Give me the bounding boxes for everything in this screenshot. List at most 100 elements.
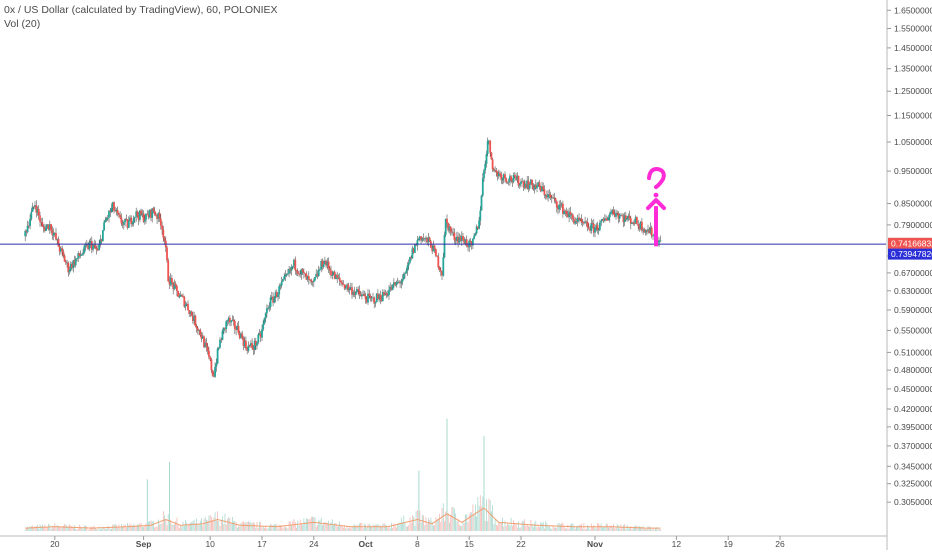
candle-body	[283, 276, 286, 280]
candle-body	[620, 215, 622, 217]
candle-body	[225, 321, 228, 330]
candle-body	[353, 291, 356, 295]
candle-body	[606, 220, 609, 221]
candle-body	[442, 257, 445, 276]
candle-body	[352, 291, 355, 295]
candle-body	[464, 239, 467, 244]
candle-body	[63, 255, 66, 262]
time-tick-label: Oct	[359, 539, 373, 549]
candle-body	[326, 261, 329, 266]
candle-body	[242, 338, 245, 346]
candle-body	[152, 208, 155, 211]
candle-body	[316, 273, 319, 277]
candle-body	[365, 299, 368, 303]
candle-body	[659, 240, 662, 242]
candle-body	[66, 262, 68, 264]
candle-body	[457, 236, 459, 243]
candle-body	[576, 217, 579, 222]
candle-body	[69, 263, 72, 270]
candle-body	[312, 280, 315, 283]
candle-body	[476, 226, 479, 229]
candle-body	[187, 303, 189, 311]
candle-body	[259, 333, 262, 338]
price-tick-label: 1.65000000	[894, 5, 932, 15]
time-axis[interactable]: 20 Sep 10 17 24 Oct 8 15 22 Nov 12 19 26	[0, 535, 887, 549]
candle-body	[344, 287, 347, 289]
candle-body	[148, 209, 151, 217]
candle-body	[602, 218, 605, 221]
candle-body	[631, 222, 633, 224]
candle-body	[474, 233, 477, 236]
candle-body	[452, 232, 454, 234]
candle-body	[25, 230, 28, 233]
candle-body	[110, 207, 113, 213]
candle-body	[428, 237, 431, 242]
candle-body	[188, 310, 191, 314]
candle-body	[443, 234, 446, 258]
last-price-badge	[888, 237, 932, 249]
candle-body	[114, 210, 117, 212]
candle-body	[210, 359, 213, 371]
candle-body	[136, 211, 139, 216]
candle-body	[596, 224, 599, 231]
candle-body	[549, 194, 552, 198]
candle-body	[324, 260, 326, 265]
candle-body	[108, 210, 110, 218]
candle-body	[626, 218, 628, 220]
question-arrow-annotation[interactable]	[646, 167, 666, 247]
candle-body	[155, 214, 157, 216]
candle-body	[162, 229, 165, 238]
candle-body	[261, 329, 263, 338]
candle-body	[507, 181, 510, 183]
candle-body	[439, 270, 442, 272]
line-price-badge	[888, 248, 932, 260]
candle-body	[113, 202, 115, 211]
candle-body	[480, 195, 483, 211]
candle-body	[189, 311, 192, 314]
candle-body	[472, 238, 474, 246]
candle-body	[199, 329, 202, 336]
candle-body	[72, 260, 75, 269]
candle-body	[341, 282, 343, 285]
candle-body	[490, 152, 493, 160]
candle-body	[251, 343, 253, 348]
candle-body	[151, 208, 154, 218]
candle-body	[406, 265, 409, 271]
candle-body	[427, 237, 430, 243]
candle-body	[369, 295, 372, 298]
candle-body	[399, 281, 401, 284]
candle-body	[105, 218, 108, 221]
candle-body	[55, 233, 57, 240]
candle-body	[489, 140, 492, 153]
candle-body	[122, 222, 125, 225]
candle-body	[99, 239, 102, 244]
chart-legend: 0x / US Dollar (calculated by TradingVie…	[4, 3, 278, 31]
candle-body	[420, 236, 422, 241]
candle-body	[132, 217, 135, 223]
candle-body	[201, 336, 204, 339]
candle-body	[167, 260, 170, 282]
candle-body	[638, 226, 641, 229]
candle-body	[116, 210, 119, 214]
candle-body	[340, 280, 342, 283]
candle-body	[458, 237, 461, 243]
candle-body	[581, 222, 584, 223]
candle-body	[214, 366, 216, 377]
candle-body	[467, 245, 469, 248]
candle-body	[378, 294, 380, 299]
candle-body	[410, 257, 413, 259]
candle-body	[395, 282, 398, 286]
candle-body	[115, 210, 118, 212]
candle-body	[258, 333, 261, 335]
candle-body	[601, 218, 604, 221]
candle-body	[497, 172, 500, 177]
candle-body	[245, 340, 247, 349]
